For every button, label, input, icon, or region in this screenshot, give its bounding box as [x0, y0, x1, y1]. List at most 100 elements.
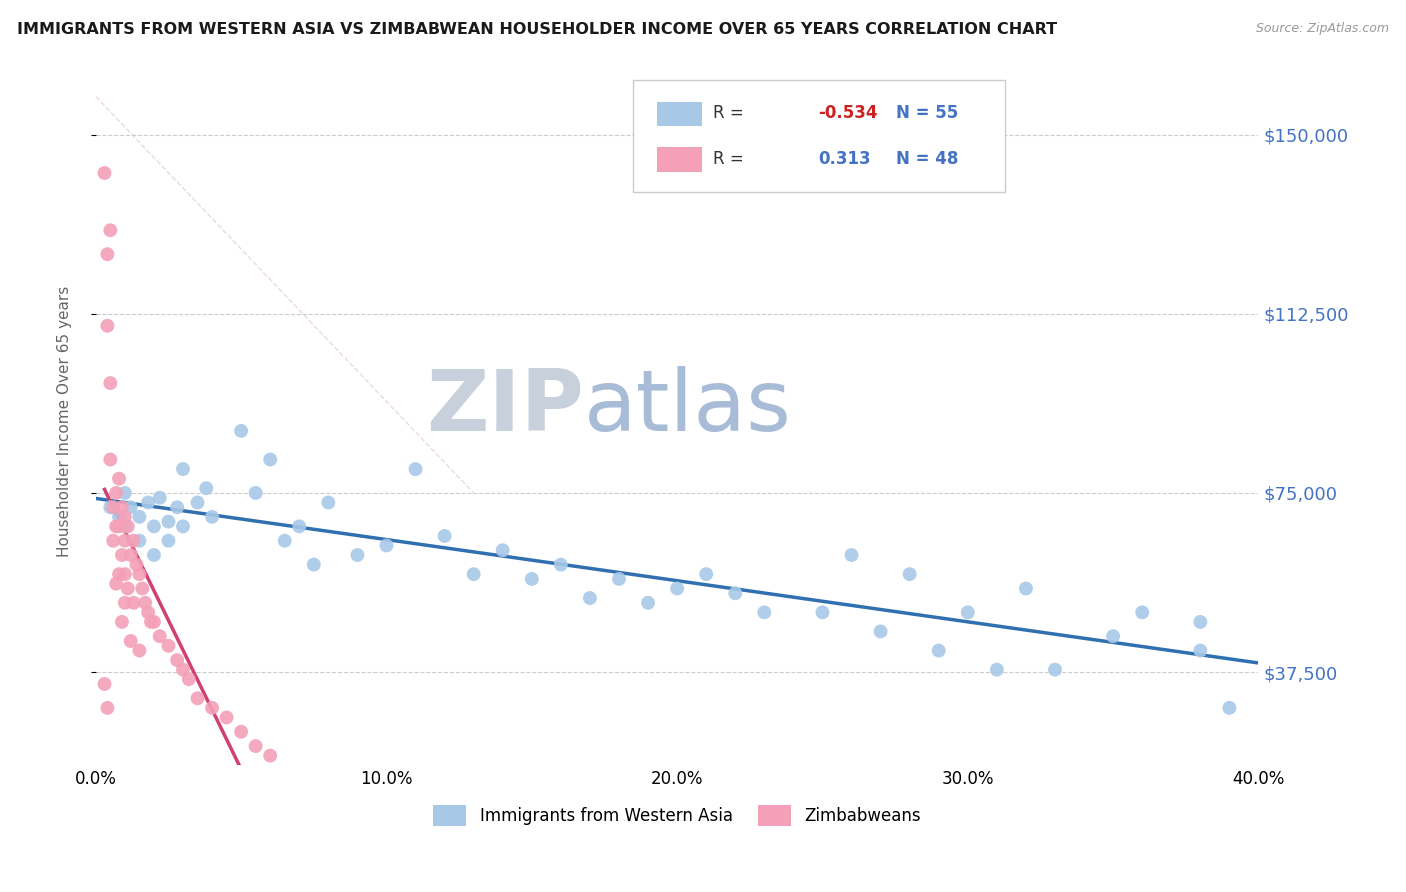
Point — [111, 615, 134, 629]
Point — [172, 462, 194, 476]
Legend: Immigrants from Western Asia, Zimbabweans: Immigrants from Western Asia, Zimbabwean… — [426, 799, 928, 832]
Point — [120, 500, 142, 515]
Point — [550, 558, 572, 572]
Y-axis label: Householder Income Over 65 years: Householder Income Over 65 years — [58, 285, 72, 557]
Text: atlas: atlas — [583, 366, 792, 449]
Point — [111, 500, 134, 515]
Point — [195, 481, 218, 495]
Point — [1218, 701, 1240, 715]
Point — [136, 605, 159, 619]
Text: Source: ZipAtlas.com: Source: ZipAtlas.com — [1256, 22, 1389, 36]
Point — [114, 509, 136, 524]
Point — [105, 576, 128, 591]
Point — [128, 567, 150, 582]
Point — [172, 519, 194, 533]
Point — [157, 639, 180, 653]
Point — [122, 596, 145, 610]
Text: IMMIGRANTS FROM WESTERN ASIA VS ZIMBABWEAN HOUSEHOLDER INCOME OVER 65 YEARS CORR: IMMIGRANTS FROM WESTERN ASIA VS ZIMBABWE… — [17, 22, 1057, 37]
Point — [149, 629, 172, 643]
Point — [724, 586, 747, 600]
Point — [841, 548, 863, 562]
Point — [245, 739, 267, 753]
Point — [120, 548, 142, 562]
Point — [114, 596, 136, 610]
Point — [93, 166, 115, 180]
Point — [103, 500, 125, 515]
Text: ZIP: ZIP — [426, 366, 583, 449]
Point — [956, 605, 979, 619]
Point — [136, 495, 159, 509]
Point — [122, 533, 145, 548]
Point — [125, 558, 148, 572]
Point — [166, 500, 188, 515]
Point — [157, 533, 180, 548]
Point — [288, 519, 311, 533]
Point — [114, 533, 136, 548]
Point — [302, 558, 325, 572]
Point — [128, 643, 150, 657]
Point — [120, 634, 142, 648]
Point — [108, 567, 131, 582]
Point — [318, 495, 340, 509]
Point — [114, 567, 136, 582]
Point — [98, 500, 121, 515]
Text: -0.534: -0.534 — [818, 104, 877, 122]
Point — [695, 567, 717, 582]
Point — [98, 452, 121, 467]
Point — [157, 515, 180, 529]
Text: N = 55: N = 55 — [896, 104, 957, 122]
Point — [229, 724, 252, 739]
Text: N = 48: N = 48 — [896, 150, 957, 168]
Point — [520, 572, 543, 586]
Point — [1102, 629, 1125, 643]
Point — [1189, 643, 1212, 657]
Point — [869, 624, 891, 639]
Point — [1043, 663, 1066, 677]
Point — [98, 223, 121, 237]
Point — [134, 596, 156, 610]
Point — [666, 582, 689, 596]
Point — [111, 548, 134, 562]
Point — [114, 519, 136, 533]
Point — [375, 539, 398, 553]
Point — [96, 247, 118, 261]
Text: R =: R = — [713, 104, 749, 122]
Point — [245, 486, 267, 500]
Point — [172, 663, 194, 677]
Point — [259, 452, 281, 467]
Point — [1189, 615, 1212, 629]
Point — [105, 486, 128, 500]
Point — [139, 615, 162, 629]
Point — [433, 529, 456, 543]
Point — [142, 615, 165, 629]
Point — [114, 486, 136, 500]
Point — [898, 567, 921, 582]
Point — [103, 533, 125, 548]
Point — [754, 605, 776, 619]
Point — [96, 318, 118, 333]
Point — [105, 519, 128, 533]
Text: R =: R = — [713, 150, 749, 168]
Point — [108, 509, 131, 524]
Point — [259, 748, 281, 763]
Point — [108, 472, 131, 486]
Point — [607, 572, 630, 586]
Point — [811, 605, 834, 619]
Point — [166, 653, 188, 667]
Point — [142, 548, 165, 562]
Text: 0.313: 0.313 — [818, 150, 870, 168]
Point — [186, 495, 208, 509]
Point — [117, 519, 139, 533]
Point — [128, 533, 150, 548]
Point — [405, 462, 427, 476]
Point — [928, 643, 950, 657]
Point — [131, 582, 153, 596]
Point — [108, 519, 131, 533]
Point — [177, 672, 200, 686]
Point — [96, 701, 118, 715]
Point — [492, 543, 515, 558]
Point — [346, 548, 368, 562]
Point — [579, 591, 602, 605]
Point — [142, 519, 165, 533]
Point — [128, 509, 150, 524]
